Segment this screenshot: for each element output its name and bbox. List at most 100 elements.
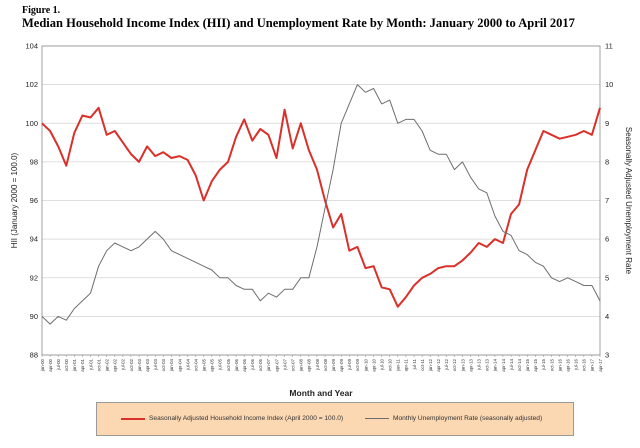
- x-tick-label: oct-09: [355, 358, 360, 371]
- right-tick-label: 3: [605, 351, 609, 360]
- left-axis-ticks: 88 90 92 94 96 98 100 102 104: [25, 42, 38, 360]
- x-tick-label: apr-06: [242, 358, 247, 371]
- series-lines: [41, 84, 601, 325]
- x-tick-label: apr-09: [339, 358, 344, 371]
- plot-frame: [41, 45, 601, 356]
- x-tick-label: jul-03: [153, 358, 158, 370]
- x-tick-label: jul-07: [282, 358, 287, 370]
- gridlines: [42, 45, 600, 356]
- x-tick-label: jan-16: [557, 358, 562, 372]
- right-tick-label: 11: [605, 42, 613, 51]
- left-tick-label: 96: [30, 196, 38, 205]
- x-tick-label: apr-00: [48, 358, 53, 371]
- x-tick-label: jul-01: [88, 358, 93, 370]
- x-tick-label: oct-12: [452, 358, 457, 371]
- x-tick-label: oct-10: [388, 358, 393, 371]
- x-tick-label: apr-16: [565, 358, 570, 371]
- right-tick-label: 9: [605, 119, 609, 128]
- x-tick-label: jul-00: [56, 358, 61, 370]
- y-axis-left-label: HII (January 2000 = 100.0): [10, 152, 19, 248]
- x-tick-label: jul-15: [541, 358, 546, 370]
- x-tick-label: jan-05: [202, 358, 207, 372]
- x-tick-label: apr-12: [436, 358, 441, 371]
- right-tick-label: 10: [605, 80, 613, 89]
- x-tick-label: jul-10: [379, 358, 384, 370]
- x-tick-label: jan-11: [396, 358, 401, 371]
- x-tick-label: jan-15: [525, 358, 530, 372]
- x-tick-label: jan-00: [40, 358, 45, 372]
- x-tick-label: jul-06: [250, 358, 255, 370]
- right-axis-ticks: 3 4 5 6 7 8 9 10 11: [605, 42, 613, 360]
- x-tick-label: apr-17: [598, 358, 603, 371]
- x-tick-label: apr-07: [274, 358, 279, 371]
- left-tick-label: 100: [25, 119, 38, 128]
- x-tick-label: oct-05: [226, 358, 231, 371]
- legend-label-income: Seasonally Adjusted Household Income Ind…: [149, 415, 344, 422]
- x-tick-label: oct-14: [517, 358, 522, 371]
- x-tick-label: jul-05: [218, 358, 223, 370]
- x-tick-label: jan-13: [460, 358, 465, 372]
- legend-swatch-unemployment: [365, 418, 389, 419]
- left-tick-label: 92: [30, 273, 38, 282]
- x-tick-label: apr-01: [80, 358, 85, 371]
- x-tick-label: jan-09: [331, 358, 336, 372]
- legend: Seasonally Adjusted Household Income Ind…: [96, 402, 574, 436]
- x-tick-label: oct-02: [129, 358, 134, 371]
- x-tick-label: apr-14: [501, 358, 506, 371]
- right-tick-label: 8: [605, 157, 609, 166]
- x-tick-label: jul-04: [185, 358, 190, 370]
- x-tick-label: jul-08: [315, 358, 320, 370]
- left-tick-label: 102: [25, 80, 38, 89]
- x-tick-label: jul-14: [509, 358, 514, 370]
- x-tick-label: oct-03: [161, 358, 166, 371]
- x-tick-label: oct-16: [582, 358, 587, 371]
- x-tick-label: jul-16: [574, 358, 579, 370]
- x-tick-label: oct-00: [64, 358, 69, 371]
- x-tick-label: oct-15: [549, 358, 554, 371]
- x-tick-label: oct-08: [323, 358, 328, 371]
- x-tick-label: apr-02: [113, 358, 118, 371]
- x-tick-label: jan-07: [266, 358, 271, 372]
- x-tick-label: apr-11: [404, 358, 409, 371]
- x-axis-label: Month and Year: [289, 388, 353, 398]
- x-tick-label: jan-08: [299, 358, 304, 372]
- x-tick-label: jan-12: [428, 358, 433, 372]
- right-tick-label: 5: [605, 273, 609, 282]
- x-tick-label: apr-03: [145, 358, 150, 371]
- x-tick-label: jan-02: [104, 358, 109, 372]
- x-tick-label: jul-12: [444, 358, 449, 370]
- x-tick-label: jan-01: [72, 358, 77, 372]
- income-index-line: [41, 106, 601, 308]
- left-tick-label: 104: [25, 42, 38, 51]
- x-tick-label: jan-17: [590, 358, 595, 372]
- x-tick-label: oct-07: [290, 358, 295, 371]
- y-axis-right-label: Seasonally Adjusted Unemployment Rate: [624, 127, 633, 275]
- x-tick-label: jan-14: [493, 358, 498, 372]
- x-tick-label: apr-10: [371, 358, 376, 371]
- x-tick-label: jan-03: [137, 358, 142, 372]
- x-tick-label: apr-05: [210, 358, 215, 371]
- right-tick-label: 4: [605, 312, 609, 321]
- legend-item-income: Seasonally Adjusted Household Income Ind…: [121, 415, 343, 422]
- right-tick-label: 7: [605, 196, 609, 205]
- x-tick-label: oct-11: [420, 358, 425, 370]
- x-tick-label: jul-09: [347, 358, 352, 370]
- x-tick-label: oct-13: [485, 358, 490, 371]
- unemployment-rate-line: [41, 84, 601, 325]
- x-tick-label: jan-06: [234, 358, 239, 372]
- x-tick-label: apr-13: [468, 358, 473, 371]
- figure-label: Figure 1.: [22, 5, 61, 16]
- x-tick-label: jul-11: [412, 358, 417, 370]
- x-tick-label: apr-15: [533, 358, 538, 371]
- right-tick-label: 6: [605, 235, 609, 244]
- x-tick-label: jul-13: [476, 358, 481, 370]
- x-axis-ticks: jan-00 apr-00 jul-00 oct-00 jan-01 apr-01 jul-…: [40, 355, 603, 372]
- x-tick-label: jan-04: [169, 358, 174, 372]
- chart-title: Median Household Income Index (HII) and …: [22, 16, 575, 30]
- x-tick-label: jul-02: [121, 358, 126, 370]
- legend-swatch-income: [121, 417, 145, 420]
- x-tick-label: oct-04: [193, 358, 198, 371]
- left-tick-label: 88: [30, 351, 38, 360]
- x-tick-label: apr-04: [177, 358, 182, 371]
